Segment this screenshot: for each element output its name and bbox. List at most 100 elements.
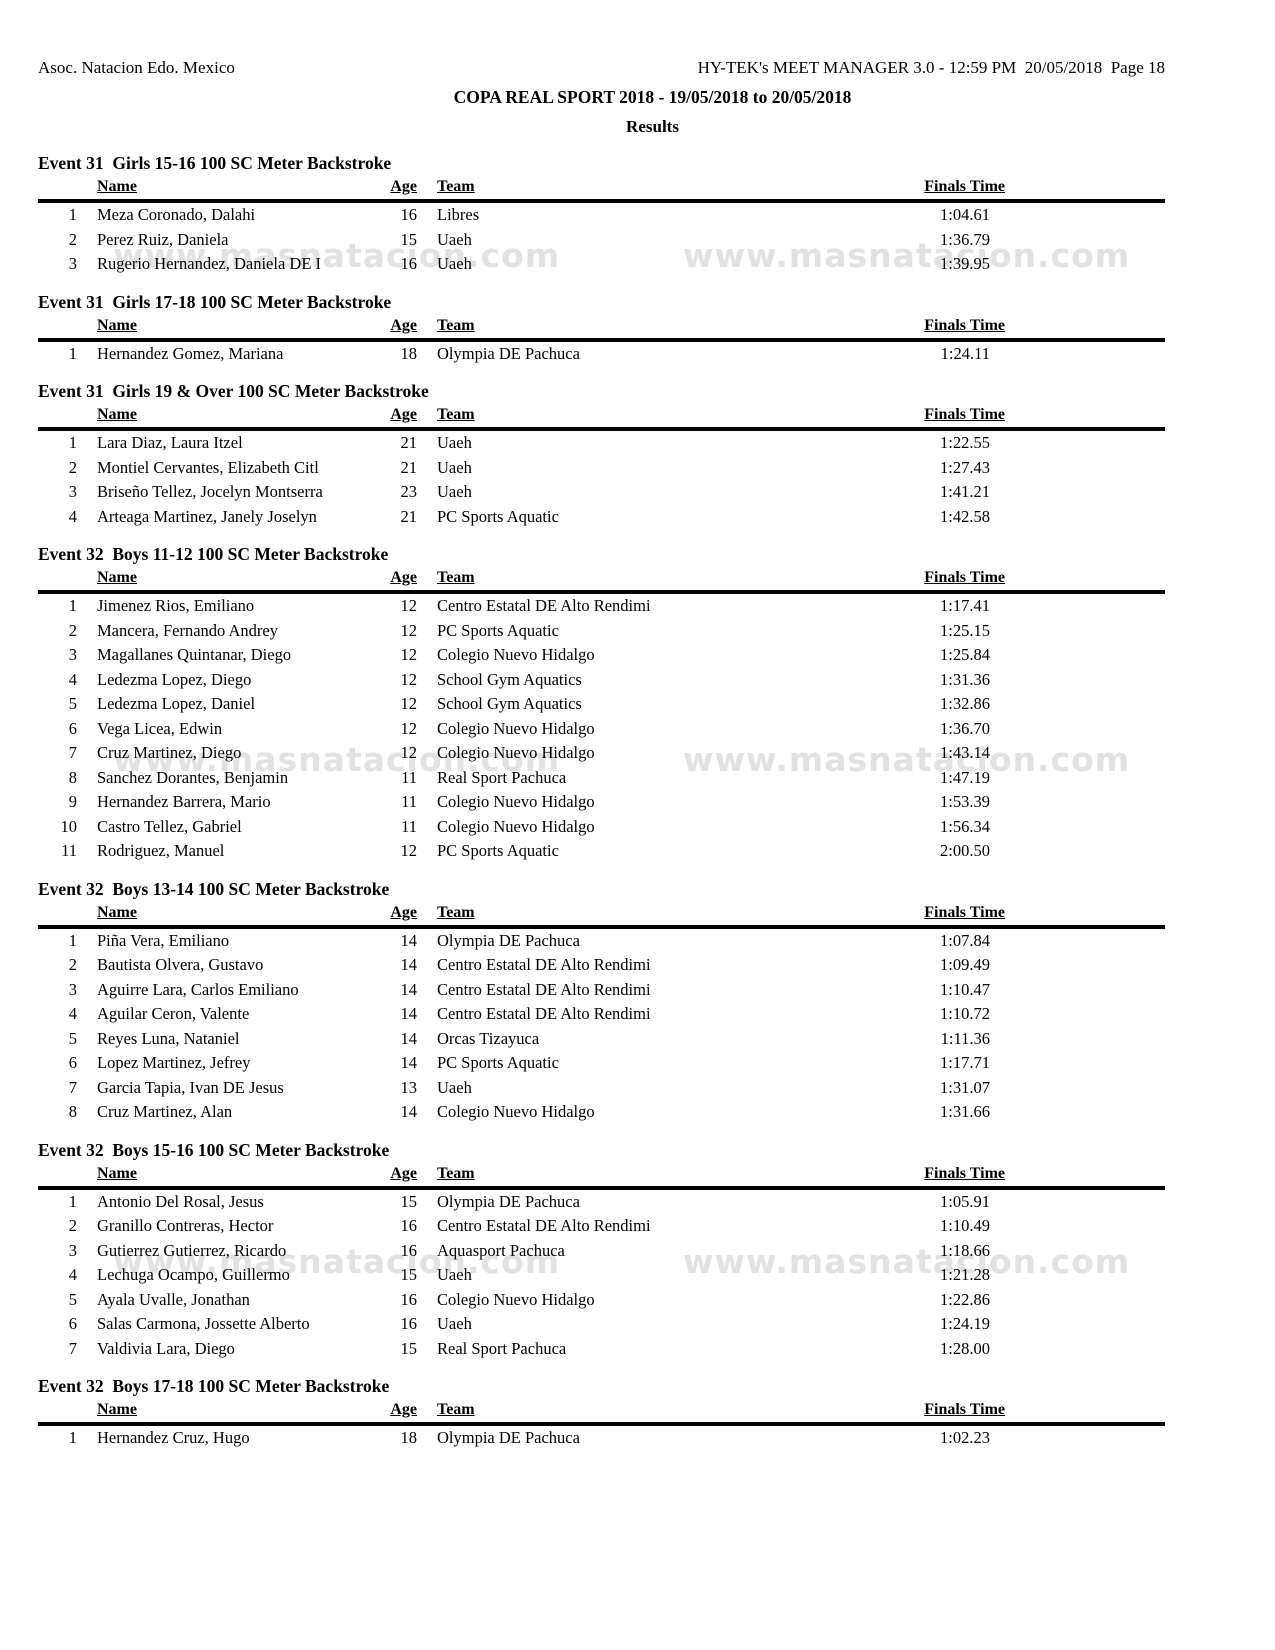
- age-cell: 14: [400, 979, 418, 999]
- finals-time-cell: 1:53.39: [940, 792, 990, 811]
- column-header-age: Age: [377, 177, 417, 197]
- finals-time-cell: 1:22.55: [940, 433, 990, 452]
- swimmer-name-cell: Valdivia Lara, Diego: [97, 1338, 235, 1358]
- finals-time-cell: 1:18.66: [940, 1240, 990, 1260]
- age-cell: 14: [400, 1004, 418, 1023]
- result-row: 4 Ledezma Lopez, Diego 12 School Gym Aquati…: [38, 668, 1165, 693]
- event-heading: Event 32 Boys 15-16 100 SC Meter Backstr…: [38, 1139, 390, 1160]
- age-cell: 15: [400, 1191, 418, 1211]
- team-cell: Colegio Nuevo Hidalgo: [437, 1289, 595, 1309]
- age-cell: 16: [400, 1216, 418, 1235]
- age-cell: 16: [400, 1314, 418, 1333]
- result-row: 7 Valdivia Lara, Diego 15 Real Sport Pachuc…: [38, 1337, 1165, 1362]
- swimmer-name-cell: Hernandez Barrera, Mario: [97, 792, 271, 811]
- team-cell: Uaeh: [437, 1265, 472, 1284]
- age-cell: 21: [400, 433, 418, 452]
- finals-time-cell: 1:25.15: [940, 620, 990, 640]
- age-cell: 18: [400, 1428, 418, 1447]
- finals-time-cell: 1:36.70: [940, 718, 990, 738]
- result-row: 1 Hernandez Gomez, Mariana 18 Olympia DE Pa…: [38, 342, 1165, 367]
- finals-time-cell: 1:25.84: [940, 645, 990, 664]
- column-header-age-label: Age: [390, 1164, 417, 1182]
- swimmer-name-cell: Briseño Tellez, Jocelyn Montserra: [97, 482, 323, 501]
- column-header-name-label: Name: [97, 1401, 137, 1418]
- result-row: 6 Salas Carmona, Jossette Alberto 16 Uaeh 1:…: [38, 1312, 1165, 1337]
- swimmer-name-cell: Montiel Cervantes, Elizabeth Citl: [97, 457, 319, 477]
- swimmer-name-cell: Cruz Martinez, Diego: [97, 743, 242, 762]
- column-header-age: Age: [377, 568, 417, 588]
- column-header-age: Age: [377, 316, 417, 336]
- place-cell: 3: [68, 979, 77, 999]
- swimmer-name-cell: Rugerio Hernandez, Daniela DE I: [97, 254, 322, 273]
- column-header-row: Name Age Team Finals Time: [38, 903, 1165, 929]
- column-header-finals-time-label: Finals Time: [924, 316, 1005, 334]
- column-header-row: Name Age Team Finals Time: [38, 405, 1165, 431]
- finals-time-cell: 1:43.14: [940, 743, 990, 762]
- event-heading: Event 32 Boys 11-12 100 SC Meter Backstr…: [38, 544, 389, 564]
- team-cell: Olympia DE Pachuca: [437, 1191, 580, 1211]
- finals-time-cell: 1:09.49: [940, 955, 990, 974]
- swimmer-name-cell: Aguilar Ceron, Valente: [97, 1004, 250, 1023]
- team-cell: Orcas Tizayuca: [437, 1028, 540, 1048]
- place-cell: 4: [68, 1265, 77, 1284]
- column-header-name-label: Name: [97, 178, 137, 195]
- result-row: 1 Hernandez Cruz, Hugo 18 Olympia DE Pachuc…: [38, 1426, 1165, 1451]
- column-header-age: Age: [377, 1400, 417, 1420]
- age-cell: 14: [400, 1053, 418, 1072]
- column-header-name: Name: [97, 903, 377, 923]
- column-header-name-label: Name: [97, 569, 137, 586]
- result-row: 7 Garcia Tapia, Ivan DE Jesus 13 Uaeh 1:31.0…: [38, 1076, 1165, 1101]
- finals-time-cell: 1:31.07: [940, 1077, 990, 1097]
- team-cell: Uaeh: [437, 229, 472, 249]
- finals-time-cell: 1:28.00: [940, 1338, 990, 1358]
- swimmer-name-cell: Hernandez Cruz, Hugo: [97, 1428, 250, 1447]
- swimmer-name-cell: Magallanes Quintanar, Diego: [97, 645, 292, 664]
- column-header-team: Team: [437, 1400, 875, 1420]
- meet-manager-info: HY-TEK's MEET MANAGER 3.0 - 12:59 PM 20/…: [697, 58, 1165, 77]
- result-row: 6 Vega Licea, Edwin 12 Colegio Nuevo Hidalg…: [38, 717, 1165, 742]
- column-header-age: Age: [377, 903, 417, 923]
- team-cell: Colegio Nuevo Hidalgo: [437, 792, 595, 811]
- age-cell: 16: [400, 254, 418, 273]
- finals-time-cell: 1:05.91: [940, 1191, 990, 1211]
- age-cell: 11: [401, 816, 417, 836]
- watermark-text: www.masnatacion.com: [683, 740, 1131, 779]
- age-cell: 13: [400, 1077, 418, 1097]
- place-cell: 4: [68, 506, 77, 526]
- place-cell: 5: [68, 1289, 77, 1309]
- finals-time-cell: 1:22.86: [940, 1289, 990, 1309]
- age-cell: 12: [400, 841, 418, 860]
- finals-time-cell: 1:17.71: [940, 1053, 990, 1072]
- result-row: 5 Ledezma Lopez, Daniel 12 School Gym Aquat…: [38, 692, 1165, 717]
- column-header-team-label: Team: [437, 406, 475, 423]
- swimmer-name-cell: Ledezma Lopez, Daniel: [97, 694, 256, 713]
- place-cell: 6: [68, 718, 77, 738]
- team-cell: PC Sports Aquatic: [437, 620, 559, 640]
- column-header-finals-time-label: Finals Time: [924, 903, 1005, 921]
- team-cell: PC Sports Aquatic: [437, 1053, 559, 1072]
- team-cell: PC Sports Aquatic: [437, 506, 559, 526]
- finals-time-cell: 1:56.34: [940, 816, 990, 836]
- age-cell: 15: [400, 1338, 418, 1358]
- team-cell: Real Sport Pachuca: [437, 1338, 567, 1358]
- column-header-row: Name Age Team Finals Time: [38, 1164, 1165, 1190]
- swimmer-name-cell: Castro Tellez, Gabriel: [97, 816, 242, 836]
- event-section: Event 32 Boys 13-14 100 SC Meter Backstr…: [38, 878, 1165, 1125]
- column-header-name-label: Name: [97, 903, 137, 921]
- column-header-name: Name: [97, 1400, 377, 1420]
- column-header-team: Team: [437, 568, 875, 588]
- finals-time-cell: 1:24.19: [940, 1314, 990, 1333]
- event-heading: Event 31 Girls 15-16 100 SC Meter Backst…: [38, 153, 392, 173]
- place-cell: 2: [68, 1216, 77, 1235]
- team-cell: Colegio Nuevo Hidalgo: [437, 718, 595, 738]
- column-header-age-label: Age: [390, 406, 417, 423]
- age-cell: 12: [400, 743, 418, 762]
- finals-time-cell: 1:10.47: [940, 979, 990, 999]
- organization-name: Asoc. Natacion Edo. Mexico: [38, 58, 235, 77]
- column-header-team-label: Team: [437, 316, 475, 334]
- result-row: 8 Cruz Martinez, Alan 14 Colegio Nuevo Hida…: [38, 1100, 1165, 1125]
- result-row: 2 Perez Ruiz, Daniela 15 Uaeh 1:36.79: [38, 228, 1165, 253]
- swimmer-name-cell: Ledezma Lopez, Diego: [97, 669, 252, 689]
- column-header-finals-time: Finals Time: [875, 177, 1005, 197]
